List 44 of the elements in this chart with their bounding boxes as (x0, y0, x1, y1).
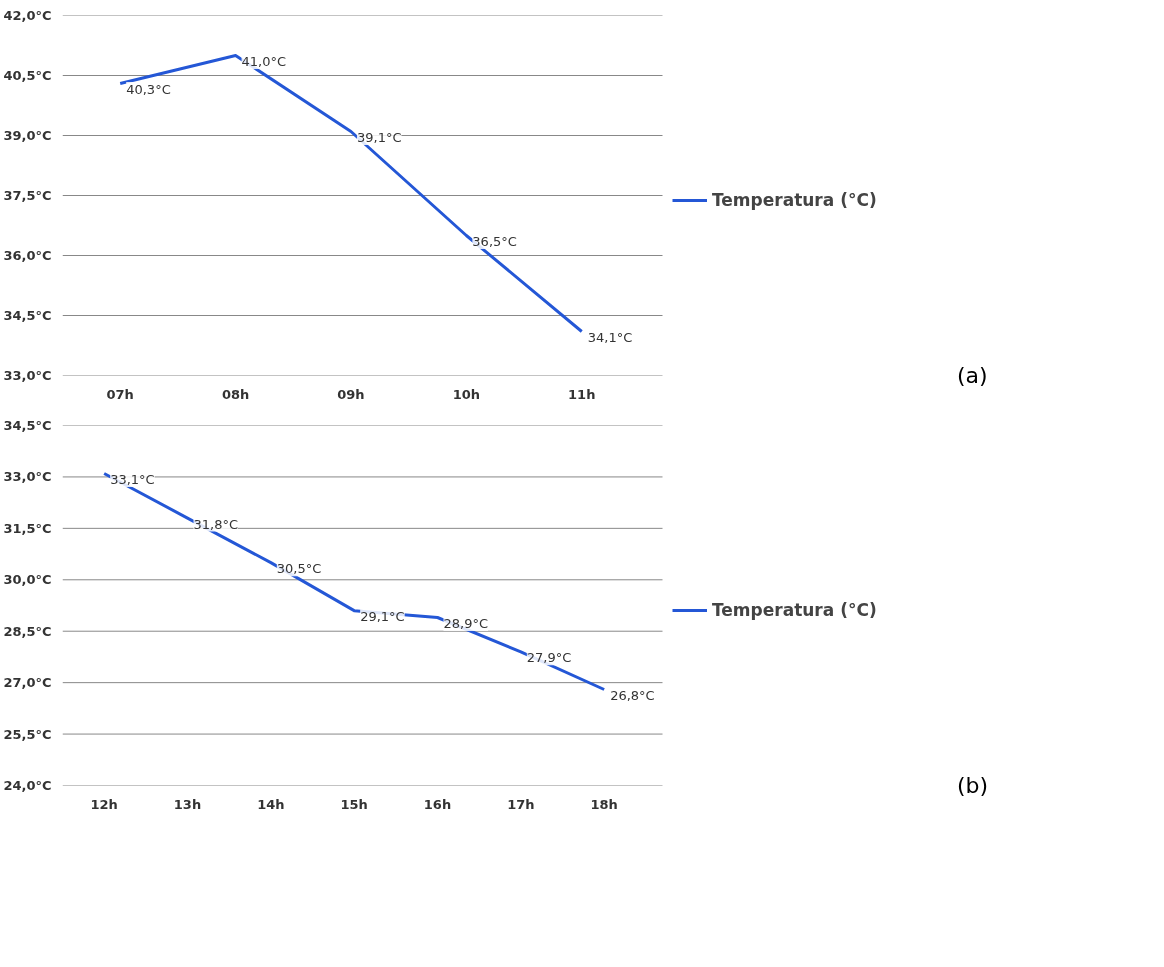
text: (b) (957, 772, 989, 800)
y-tick-label: 36,0°C (3, 248, 52, 263)
x-tick-label: 10h (452, 386, 481, 402)
data-label: 40,3°C (126, 82, 171, 97)
y-tick-label: 42,0°C (3, 8, 52, 23)
x-tick-label: 11h (568, 386, 596, 402)
data-label: 34,1°C (587, 330, 633, 345)
x-tick-label: 08h (221, 386, 250, 402)
data-label: 27,9°C (526, 650, 572, 666)
data-label: 31,8°C (193, 516, 239, 532)
y-tick-label: 33,0°C (3, 368, 52, 383)
data-label: 28,9°C (443, 616, 489, 631)
data-label: 30,5°C (276, 561, 322, 577)
y-tick-label: 27,0°C (3, 675, 52, 691)
data-label: 33,1°C (110, 472, 155, 487)
data-label: 36,5°C (472, 234, 517, 249)
x-tick-label: 17h (507, 796, 535, 812)
y-tick-label: 28,5°C (3, 623, 52, 639)
line-series (118, 54, 584, 333)
y-tick-label: 33,0°C (3, 469, 52, 485)
y-tick-label: 25,5°C (3, 726, 52, 742)
x-tick-label: 07h (106, 386, 134, 402)
x-tick-label: 14h (257, 796, 285, 812)
y-tick-label: 34,5°C (3, 418, 52, 433)
data-label: 26,8°C (610, 688, 655, 703)
y-tick-label: 34,5°C (3, 308, 52, 323)
data-label: 29,1°C (360, 609, 405, 625)
y-tick-label: 39,0°C (3, 128, 52, 143)
y-tick-label: 31,5°C (3, 520, 52, 536)
data-label: 39,1°C (356, 130, 402, 145)
x-tick-label: 15h (340, 796, 368, 812)
y-tick-label: 37,5°C (3, 188, 52, 203)
x-tick-label: 16h (423, 796, 452, 812)
x-tick-label: 13h (173, 796, 202, 812)
legend-label: Temperatura (°C) (712, 190, 877, 210)
x-tick-label: 18h (590, 796, 618, 812)
y-tick-label: 30,0°C (3, 572, 52, 588)
x-tick-label: 09h (337, 386, 365, 402)
x-tick-label: 12h (90, 796, 118, 812)
y-tick-label: 40,5°C (3, 68, 52, 83)
legend-label: Temperatura (°C) (712, 600, 877, 620)
text: (a) (957, 362, 988, 390)
data-label: 41,0°C (241, 54, 287, 69)
y-tick-label: 24,0°C (3, 778, 52, 793)
